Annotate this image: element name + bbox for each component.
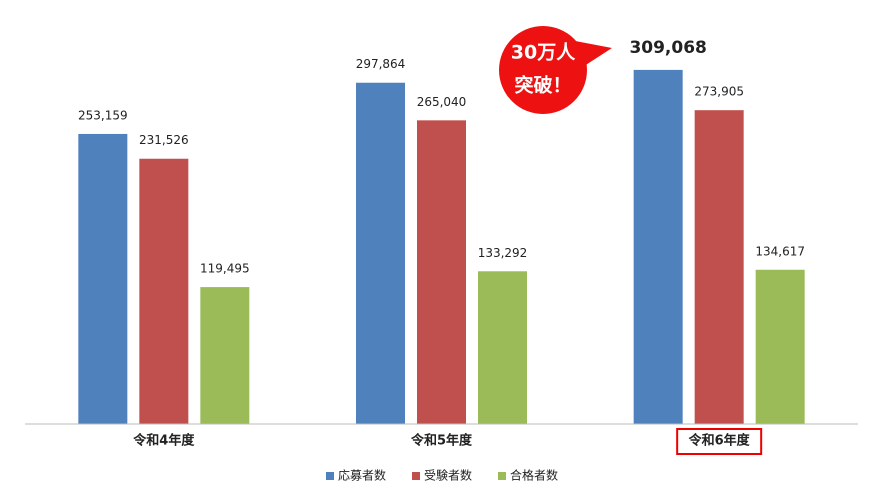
value-label: 273,905 bbox=[694, 85, 744, 99]
bar bbox=[478, 271, 527, 424]
legend-label: 応募者数 bbox=[338, 468, 386, 483]
x-tick-label: 令和5年度 bbox=[411, 433, 473, 449]
value-label: 231,526 bbox=[139, 133, 189, 147]
callout-text: 30万人 bbox=[511, 42, 576, 64]
x-tick-label: 令和4年度 bbox=[133, 433, 195, 449]
callout-text: 突破！ bbox=[514, 74, 571, 97]
bar bbox=[694, 110, 744, 424]
value-label: 133,292 bbox=[478, 246, 528, 260]
value-label: 309,068 bbox=[629, 38, 706, 58]
bar bbox=[139, 158, 189, 424]
value-label: 119,495 bbox=[200, 262, 250, 276]
value-label: 297,864 bbox=[356, 57, 406, 71]
value-label: 134,617 bbox=[755, 244, 805, 258]
x-tick-label: 令和6年度 bbox=[689, 433, 751, 449]
callout-circle bbox=[499, 26, 587, 114]
value-label: 253,159 bbox=[78, 108, 128, 122]
value-label: 265,040 bbox=[417, 95, 467, 109]
callout: 30万人 突破！ bbox=[499, 26, 612, 114]
legend-label: 合格者数 bbox=[510, 468, 558, 483]
highlight-box bbox=[676, 428, 763, 455]
legend-swatch bbox=[326, 472, 334, 480]
legend-swatch bbox=[412, 472, 420, 480]
bar bbox=[417, 120, 466, 425]
legend-label: 受験者数 bbox=[424, 468, 472, 483]
bar bbox=[200, 287, 250, 424]
bar bbox=[755, 269, 805, 424]
legend-swatch bbox=[498, 472, 506, 480]
bar bbox=[633, 69, 683, 425]
bar bbox=[356, 82, 405, 424]
bar bbox=[78, 133, 128, 424]
